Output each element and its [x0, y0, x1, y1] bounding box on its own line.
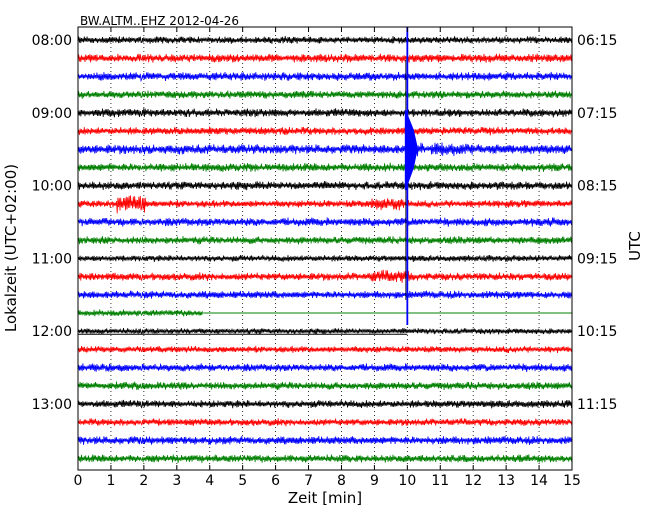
x-tick-label: 11 — [431, 473, 449, 489]
y-left-tick-label: 09:00 — [32, 106, 72, 122]
trace-1000 — [77, 181, 572, 191]
trace-0830 — [77, 71, 572, 83]
x-tick-label: 7 — [304, 473, 313, 489]
trace-0815 — [77, 53, 572, 63]
y-axis-label-left: Lokalzeit (UTC+02:00) — [2, 164, 20, 332]
chart-title: BW.ALTM..EHZ 2012-04-26 — [80, 14, 239, 28]
trace-1030 — [77, 217, 572, 227]
x-tick-label: 4 — [205, 473, 214, 489]
y-left-tick-label: 11:00 — [32, 251, 72, 267]
x-tick-label: 14 — [530, 473, 548, 489]
x-tick-label: 3 — [172, 473, 181, 489]
x-tick-label: 1 — [106, 473, 115, 489]
x-tick-label: 12 — [464, 473, 482, 489]
trace-1100 — [77, 254, 572, 263]
y-left-tick-label: 08:00 — [32, 33, 72, 49]
y-left-tick-label: 12:00 — [32, 324, 72, 340]
y-right-axis-ticks: 06:15 07:15 08:15 09:15 10:15 11:15 — [567, 33, 617, 413]
y-left-tick-label: 10:00 — [32, 179, 72, 195]
y-left-axis-ticks: 08:00 09:00 10:00 11:00 12:00 13:00 — [32, 33, 83, 413]
trace-1345 — [77, 454, 572, 463]
x-tick-label: 2 — [139, 473, 148, 489]
trace-1300 — [77, 399, 572, 409]
trace-1015 — [77, 195, 572, 214]
x-axis-ticks: 0 1 2 3 4 5 6 7 8 9 10 11 12 13 14 15 — [74, 27, 581, 489]
trace-0800 — [77, 36, 572, 44]
trace-group — [77, 36, 572, 463]
x-tick-label: 5 — [238, 473, 247, 489]
trace-1315 — [77, 418, 572, 427]
event-markers — [78, 27, 418, 335]
x-tick-label: 13 — [497, 473, 515, 489]
y-right-tick-label: 09:15 — [577, 251, 617, 267]
x-tick-label: 10 — [398, 473, 416, 489]
trace-1330 — [77, 435, 572, 445]
y-right-tick-label: 08:15 — [577, 179, 617, 195]
trace-1200 — [77, 327, 572, 335]
x-tick-label: 6 — [271, 473, 280, 489]
trace-1230 — [77, 363, 572, 372]
x-tick-label: 0 — [74, 473, 83, 489]
plot-frame — [77, 26, 573, 471]
trace-0930 — [77, 134, 572, 167]
y-axis-label-right: UTC — [626, 231, 644, 261]
trace-0945 — [77, 162, 572, 172]
trace-1245 — [77, 381, 572, 391]
x-tick-label: 15 — [563, 473, 581, 489]
y-right-tick-label: 07:15 — [577, 106, 617, 122]
x-tick-label: 8 — [337, 473, 346, 489]
trace-1130 — [77, 290, 572, 299]
y-right-tick-label: 11:15 — [577, 397, 617, 413]
trace-0900 — [77, 108, 572, 118]
y-left-tick-label: 13:00 — [32, 397, 72, 413]
event-burst — [404, 109, 418, 191]
trace-1215 — [77, 345, 572, 353]
y-right-tick-label: 10:15 — [577, 324, 617, 340]
trace-1115 — [77, 269, 572, 283]
x-axis-label: Zeit [min] — [288, 489, 362, 507]
y-right-tick-label: 06:15 — [577, 33, 617, 49]
trace-0845 — [77, 90, 572, 99]
x-tick-label: 9 — [370, 473, 379, 489]
trace-1045 — [77, 236, 572, 245]
trace-0915 — [77, 126, 572, 136]
trace-1145 — [77, 309, 203, 317]
